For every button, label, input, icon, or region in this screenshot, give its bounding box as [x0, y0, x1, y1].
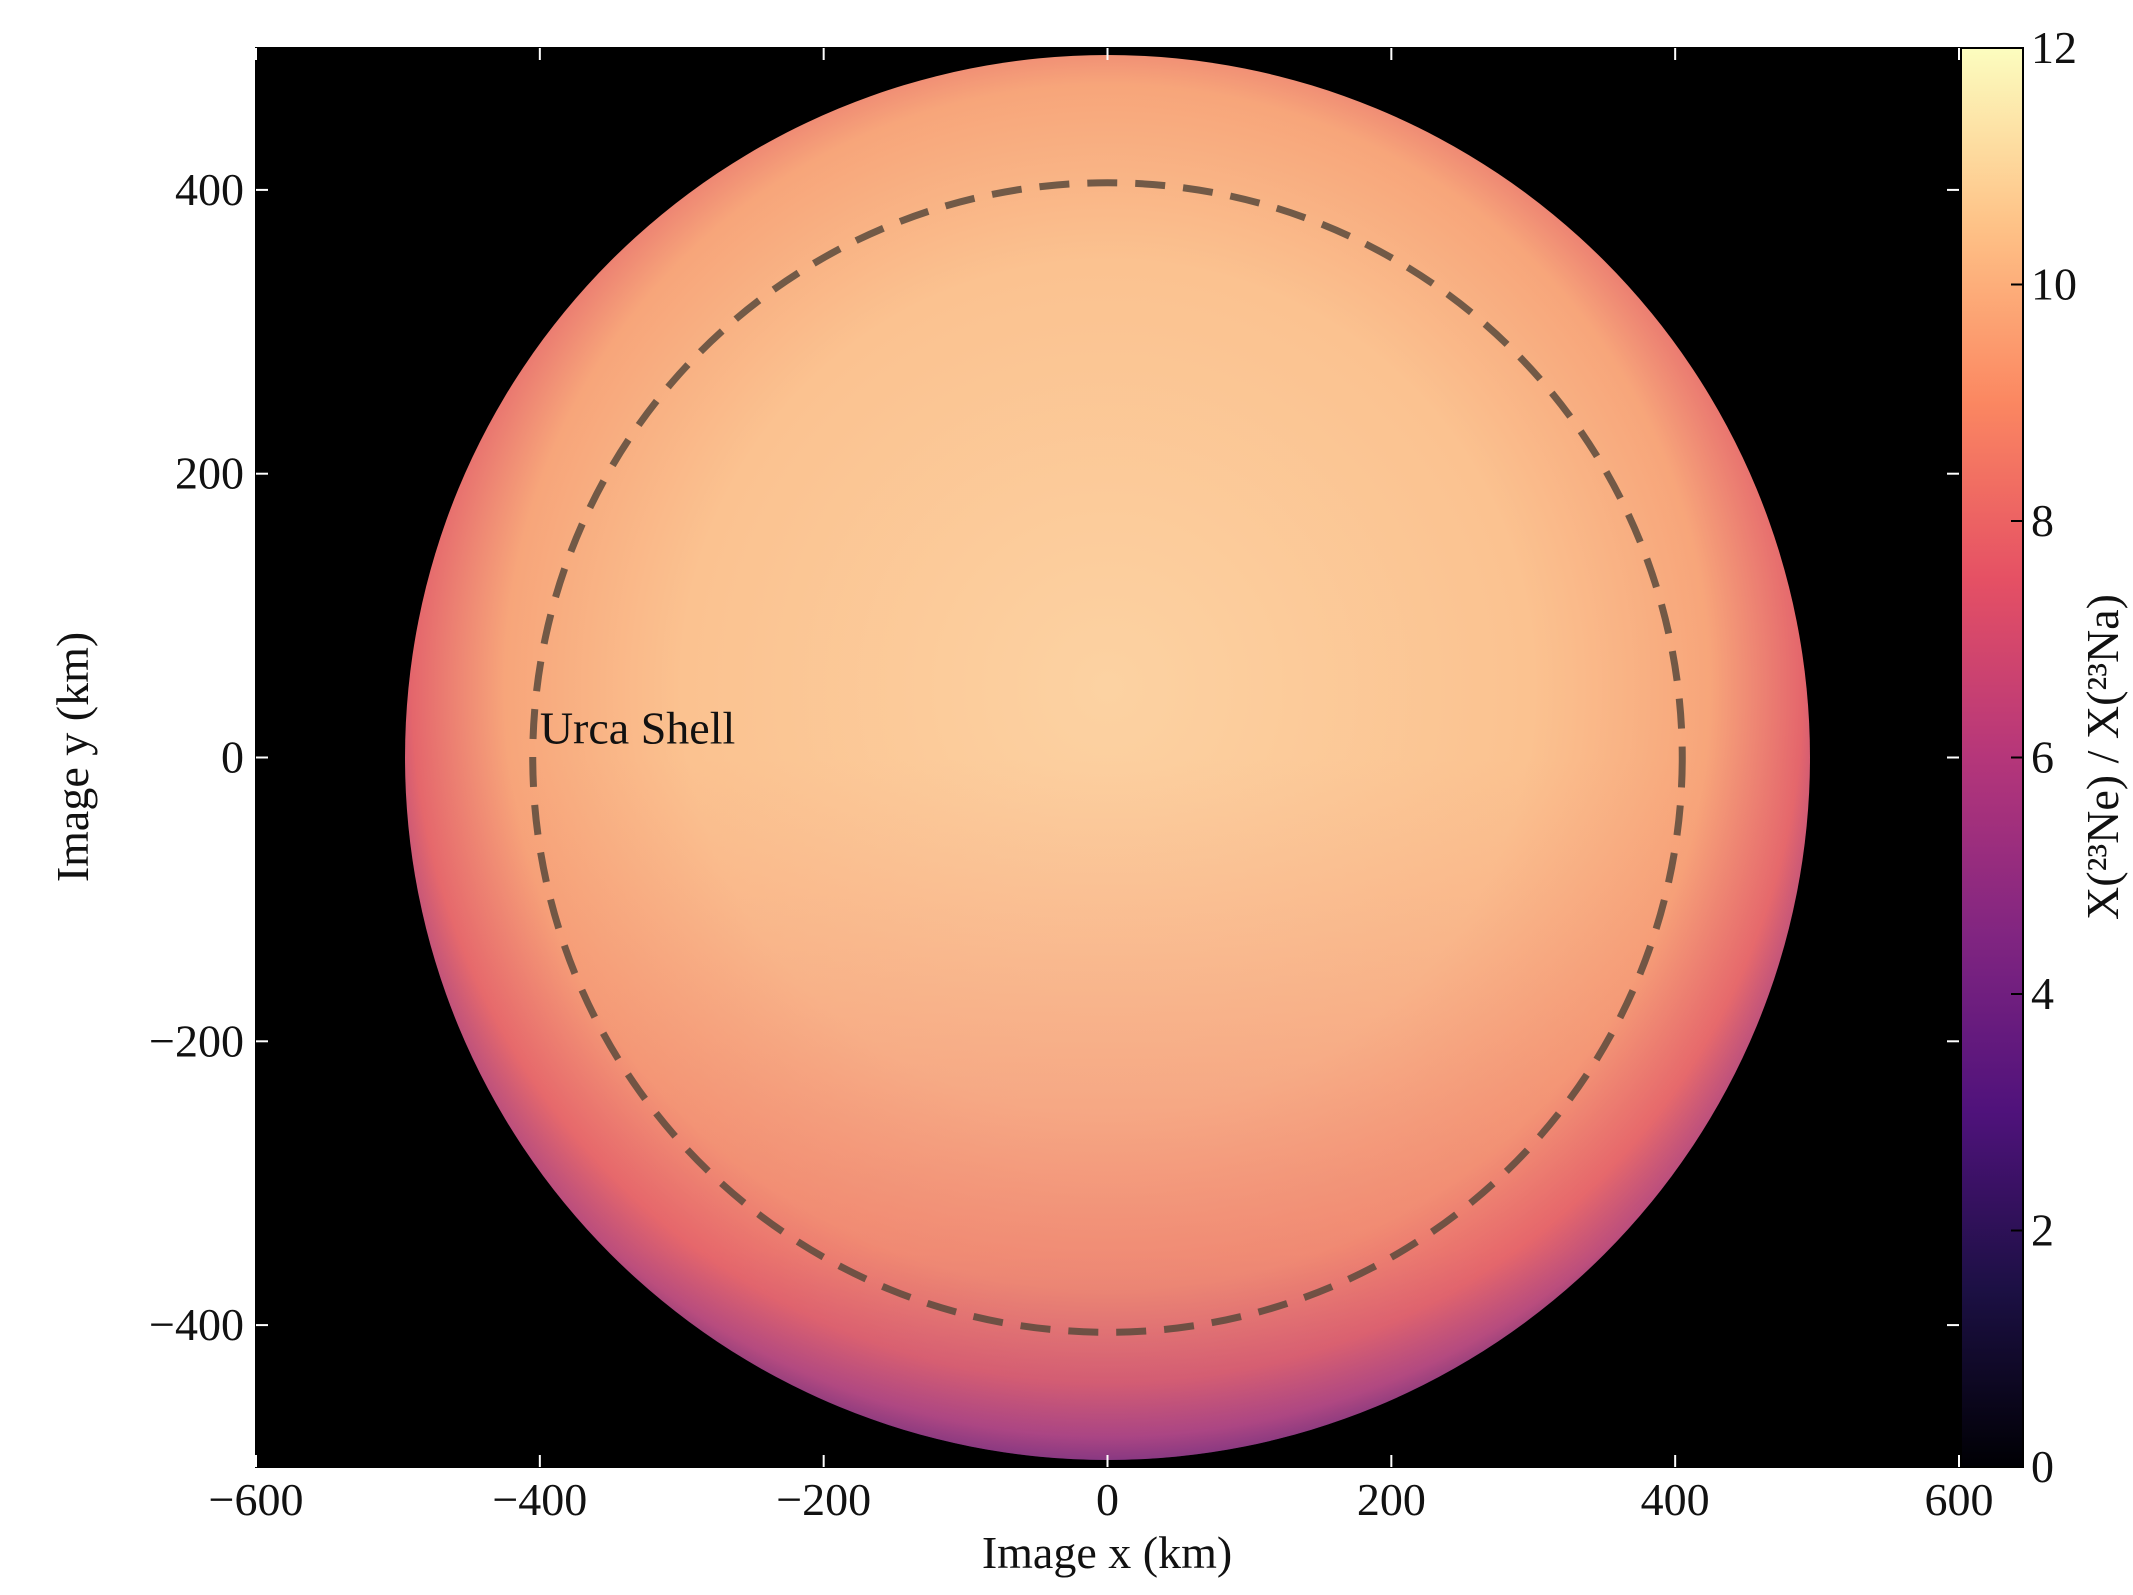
colorbar-label: X(²³Ne) / X(²³Na): [2077, 594, 2128, 920]
colorbar-tick-label: 12: [2031, 22, 2077, 73]
colorbar-tick-label: 0: [2031, 1441, 2054, 1492]
y-axis-label: Image y (km): [47, 632, 98, 882]
colorbar-tick-label: 2: [2031, 1205, 2054, 1256]
colorbar-tick-label: 6: [2031, 732, 2054, 783]
colorbar-tick-label: 8: [2031, 495, 2054, 546]
star-shade: [405, 55, 1810, 1460]
y-tick-label: 200: [175, 448, 244, 499]
x-tick-label: 600: [1925, 1474, 1994, 1525]
x-tick-label: 0: [1096, 1474, 1119, 1525]
colorbar-tick-label: 4: [2031, 968, 2054, 1019]
y-tick-label: 0: [221, 732, 244, 783]
x-tick-label: −600: [209, 1474, 304, 1525]
x-tick-label: −200: [776, 1474, 871, 1525]
plot-area: Urca Shell: [405, 55, 1810, 1460]
x-tick-label: 200: [1357, 1474, 1426, 1525]
colorbar-tick-label: 10: [2031, 259, 2077, 310]
y-tick-label: −200: [149, 1015, 244, 1066]
x-tick-label: 400: [1641, 1474, 1710, 1525]
y-tick-label: 400: [175, 164, 244, 215]
chart: Urca Shell −600−400−2000200400600−400−20…: [0, 0, 2133, 1590]
annotation: Urca Shell: [540, 702, 735, 753]
x-axis-label: Image x (km): [982, 1527, 1232, 1578]
x-tick-label: −400: [492, 1474, 587, 1525]
y-tick-label: −400: [149, 1299, 244, 1350]
